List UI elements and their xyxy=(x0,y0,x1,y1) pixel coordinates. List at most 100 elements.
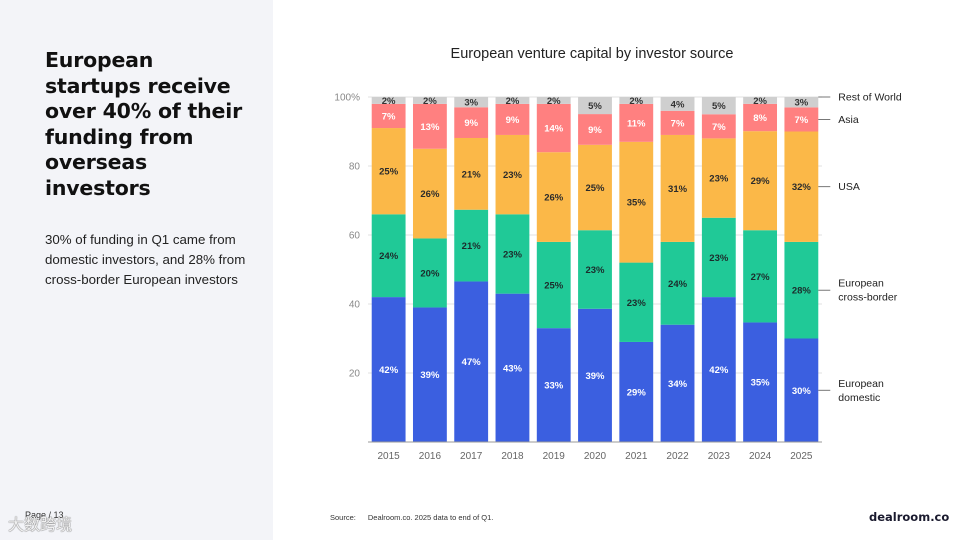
data-label: 42% xyxy=(709,365,729,376)
data-label: 39% xyxy=(420,370,440,381)
y-tick-label: 40 xyxy=(349,300,361,311)
legend-label: Asia xyxy=(838,114,859,126)
data-label: 23% xyxy=(709,174,729,185)
bar-segment xyxy=(578,230,612,309)
bar-segment xyxy=(412,97,447,104)
data-label: 3% xyxy=(464,98,478,109)
headline: European startups receive over 40% of th… xyxy=(45,48,242,200)
data-label: 25% xyxy=(379,167,399,178)
bar-segment xyxy=(578,97,612,115)
data-label: 2% xyxy=(423,96,437,107)
bar-segment xyxy=(371,297,406,442)
legend-label: USA xyxy=(838,181,860,193)
bar-segment xyxy=(619,103,654,142)
data-label: 9% xyxy=(464,118,478,129)
data-label: 11% xyxy=(627,118,646,129)
data-label: 7% xyxy=(794,115,808,126)
data-label: 7% xyxy=(671,118,685,129)
data-label: 35% xyxy=(751,378,771,389)
y-tick-label: 80 xyxy=(349,162,361,173)
legend-label: European xyxy=(838,378,884,390)
x-tick-label: 2021 xyxy=(625,451,648,462)
bar-segment xyxy=(412,103,447,149)
x-tick-label: 2017 xyxy=(460,451,483,462)
x-tick-label: 2025 xyxy=(790,451,813,462)
data-label: 7% xyxy=(382,111,396,122)
data-label: 32% xyxy=(792,182,812,193)
data-label: 27% xyxy=(751,272,771,283)
bar-segment xyxy=(660,324,695,442)
bar-segment xyxy=(578,308,612,442)
stacked-bar-chart: 20 40 60 80 100% 42% 24% 25% 7% 2% 2015 39% 20% 26% 13… xyxy=(334,92,902,463)
bar-segment xyxy=(660,134,695,242)
data-label: 23% xyxy=(709,253,729,264)
legend-label: cross-border xyxy=(838,292,897,304)
bar-segment xyxy=(743,97,778,104)
bar-segment xyxy=(784,241,819,339)
bar-segment xyxy=(743,322,778,442)
x-tick-label: 2018 xyxy=(501,451,524,462)
x-tick-label: 2024 xyxy=(749,451,772,462)
x-tick-label: 2016 xyxy=(419,451,442,462)
bar-segment xyxy=(495,293,530,442)
bar-segment xyxy=(536,103,571,153)
data-label: 23% xyxy=(503,170,523,181)
bar-segment xyxy=(371,214,406,298)
bar-segment xyxy=(784,107,819,132)
data-label: 26% xyxy=(544,193,564,204)
data-label: 31% xyxy=(668,184,688,195)
data-label: 9% xyxy=(588,125,602,136)
data-label: 34% xyxy=(668,379,688,390)
data-label: 29% xyxy=(751,176,771,187)
chart-title: European venture capital by investor sou… xyxy=(450,46,734,62)
legend-label: Rest of World xyxy=(838,92,902,104)
data-label: 35% xyxy=(627,198,647,209)
bar-segment xyxy=(454,209,489,282)
bar-segment xyxy=(495,214,530,294)
data-label: 23% xyxy=(585,265,605,276)
data-label: 3% xyxy=(794,98,808,109)
data-label: 21% xyxy=(462,241,482,252)
data-label: 23% xyxy=(503,249,523,260)
subtext: 30% of funding in Q1 came from domestic … xyxy=(45,232,246,287)
bar-segment xyxy=(660,97,695,111)
bar-segment xyxy=(454,137,489,210)
legend-label: European xyxy=(838,278,884,290)
bar-segment xyxy=(701,97,736,115)
y-tick-label: 20 xyxy=(349,369,361,380)
source-text: Dealroom.co. 2025 data to end of Q1. xyxy=(367,513,494,522)
x-tick-label: 2015 xyxy=(378,451,401,462)
data-label: 7% xyxy=(712,122,726,133)
data-label: 33% xyxy=(544,381,564,392)
data-label: 39% xyxy=(585,371,605,382)
data-label: 5% xyxy=(712,101,726,112)
bar-segment xyxy=(619,141,654,263)
data-label: 21% xyxy=(462,169,482,180)
data-label: 24% xyxy=(668,279,688,290)
bar-segment xyxy=(412,238,447,308)
data-label: 4% xyxy=(671,99,685,110)
data-label: 29% xyxy=(627,387,647,398)
data-label: 43% xyxy=(503,363,523,374)
data-label: 25% xyxy=(585,183,605,194)
x-tick-label: 2019 xyxy=(543,451,566,462)
legend-label: domestic xyxy=(838,392,880,404)
bar-segment xyxy=(495,97,530,104)
bar-segment xyxy=(701,114,736,139)
brand-logo: dealroom.co xyxy=(869,510,950,524)
bar-segment xyxy=(536,97,571,104)
bar-segment xyxy=(701,138,736,218)
bar-segment xyxy=(660,110,695,135)
data-label: 14% xyxy=(544,124,564,135)
bar-segment xyxy=(743,131,778,231)
y-tick-label: 60 xyxy=(349,231,361,242)
bar-segment xyxy=(784,97,819,108)
bar-segment xyxy=(743,230,778,323)
data-label: 9% xyxy=(506,115,520,126)
bar-segment xyxy=(536,241,571,329)
bar-segment xyxy=(454,107,489,138)
bar-segment xyxy=(578,144,612,231)
page-number: Page / 13 xyxy=(25,510,64,520)
data-label: 26% xyxy=(420,189,440,200)
bar-segment xyxy=(578,114,612,145)
